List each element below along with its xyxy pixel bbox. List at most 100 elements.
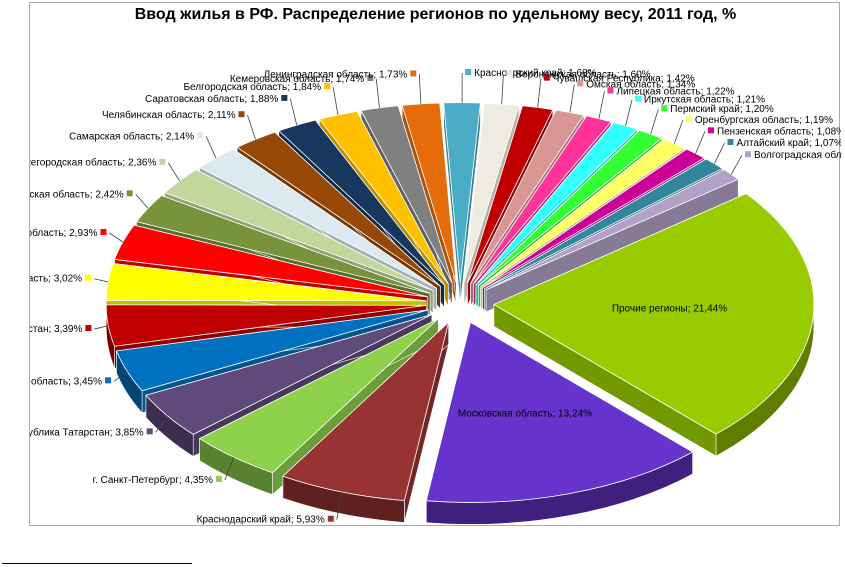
pie-slice [463, 102, 520, 283]
pie-tops [105, 102, 815, 503]
pie-label-marker [238, 111, 245, 118]
pie-label-marker [85, 274, 92, 281]
pie-leader-line [94, 325, 109, 330]
pie-data-label: Тюменская область; 3,45% [30, 375, 102, 387]
pie-data-label: Красноярский край; 1,68% [474, 68, 596, 79]
pie-data-label: Алтайский край; 1,07% [736, 138, 841, 149]
pie-slice [318, 110, 449, 285]
pie-slice [467, 105, 554, 284]
pie-data-label: Ленинградская область; 1,73% [264, 68, 408, 80]
pie-leader-line [650, 109, 659, 135]
pie-leader-line [625, 99, 633, 126]
pie-label-marker [126, 190, 133, 197]
pie-data-label: Московская область; 13,24% [458, 408, 592, 420]
pie-label-marker [685, 115, 692, 122]
pie-data-label: Ростовская область; 3,02% [30, 273, 82, 285]
pie-slice [282, 321, 450, 501]
pie-data-label: Кемеровская область; 1,74% [230, 73, 365, 85]
pie-label-marker [577, 80, 584, 87]
pie-data-label: Республика Татарстан; 3,85% [30, 426, 144, 438]
pie-slice [236, 131, 441, 287]
pie-leader-line [93, 278, 109, 283]
pie-leader-line [205, 136, 217, 159]
chart-title: Ввод жилья в РФ. Распределение регионов … [134, 6, 737, 23]
pie-label-marker [661, 105, 668, 112]
pie-leader-line [336, 491, 342, 520]
footnote-divider [2, 563, 192, 564]
pie-label-marker [197, 132, 204, 139]
pie-label-marker [465, 69, 472, 76]
pie-leader-line [224, 457, 235, 481]
pie-label-marker [744, 151, 751, 158]
pie-label-marker [410, 70, 417, 77]
pie-data-label: Липецкая область; 1,22% [616, 85, 734, 97]
pie-leader-line [418, 74, 422, 104]
pie-label-marker [543, 74, 550, 81]
pie-slice [493, 193, 815, 435]
pie-slice [145, 314, 433, 435]
pie-data-label: Чувашская Республика; 1,42% [553, 73, 695, 85]
pie-slice [475, 122, 638, 286]
pie-leader-line [247, 115, 256, 140]
pie-leader-line [155, 415, 168, 433]
pie-slice [114, 224, 428, 298]
pie-label-marker [104, 377, 111, 384]
pie-leader-line [674, 119, 684, 144]
pie-leader-line [135, 194, 149, 209]
pie-data-label: Свердловская область; 2,93% [30, 227, 98, 239]
pie-leader-line [289, 98, 298, 126]
pie-data-label: Оренбургская область; 1,19% [695, 114, 833, 126]
pie-label-marker [146, 428, 153, 435]
pie-data-label: Саратовская область; 1,88% [145, 93, 278, 105]
pie-leader-line [537, 78, 542, 108]
pie-label-marker [635, 95, 642, 102]
pie-label-marker [327, 515, 334, 522]
pie-label-marker [727, 139, 734, 146]
pie-leader-line [109, 232, 124, 243]
pie-data-label: Пензенская область; 1,08% [717, 125, 841, 137]
pie-data-label: Челябинская область; 2,11% [102, 109, 236, 121]
pie-label-marker [707, 127, 714, 134]
pie-label-marker [281, 94, 288, 101]
pie-slice [105, 263, 427, 302]
pie-label-marker [215, 475, 222, 482]
pie-data-label: Республика Башкортостан; 3,39% [30, 323, 82, 335]
pie-leader-line [167, 162, 180, 182]
pie-leader-line [695, 131, 706, 154]
pie-slice [425, 321, 694, 503]
pie-slice [105, 304, 427, 347]
pie-data-label: Омская область; 1,34% [586, 78, 695, 90]
pie-leader-line [332, 87, 339, 115]
pie-labels: Прочие регионы; 21,44% Московская область… [30, 68, 841, 526]
pie-chart-svg: Прочие регионы; 21,44% Московская область… [30, 68, 841, 526]
pie-data-label: Волгоградская область; 1,01% [754, 149, 841, 161]
pie-leader-line [598, 91, 605, 119]
pie-leader-line [569, 84, 575, 113]
pie-label-marker [324, 83, 331, 90]
pie-data-label: г. Санкт-Петербург; 4,35% [93, 474, 213, 486]
pie-leader-line [501, 74, 504, 105]
pie-slice [485, 169, 740, 291]
pie-data-label: Краснодарский край; 5,93% [197, 515, 325, 526]
pie-data-label: Белгородская область; 1,84% [183, 81, 321, 93]
pie-data-label: Прочие регионы; 21,44% [612, 303, 727, 314]
pie-data-label: Новосибирская область; 2,42% [30, 188, 124, 200]
pie-label-marker [607, 87, 614, 94]
pie-slice [198, 318, 439, 474]
pie-data-label: Нижегородская область; 2,36% [30, 157, 156, 169]
pie-leader-line [113, 370, 128, 382]
pie-data-label: Пермский край; 1,20% [670, 104, 774, 115]
pie-label-marker [159, 158, 166, 165]
pie-slice [135, 194, 431, 294]
pie-data-label: Иркутская область; 1,21% [644, 94, 765, 106]
pie-leader-line [730, 155, 743, 175]
chart-frame: Ввод жилья в РФ. Распределение регионов … [29, 2, 841, 526]
pie-label-marker [100, 228, 107, 235]
pie-leader-line [714, 142, 725, 164]
pie-label-marker [367, 75, 374, 82]
pie-label-marker [506, 70, 513, 77]
pie-data-label: Самарская область; 2,14% [69, 130, 194, 142]
pie-slice [163, 169, 434, 291]
pie-label-marker [85, 325, 92, 332]
pie-leader-line [375, 78, 380, 108]
